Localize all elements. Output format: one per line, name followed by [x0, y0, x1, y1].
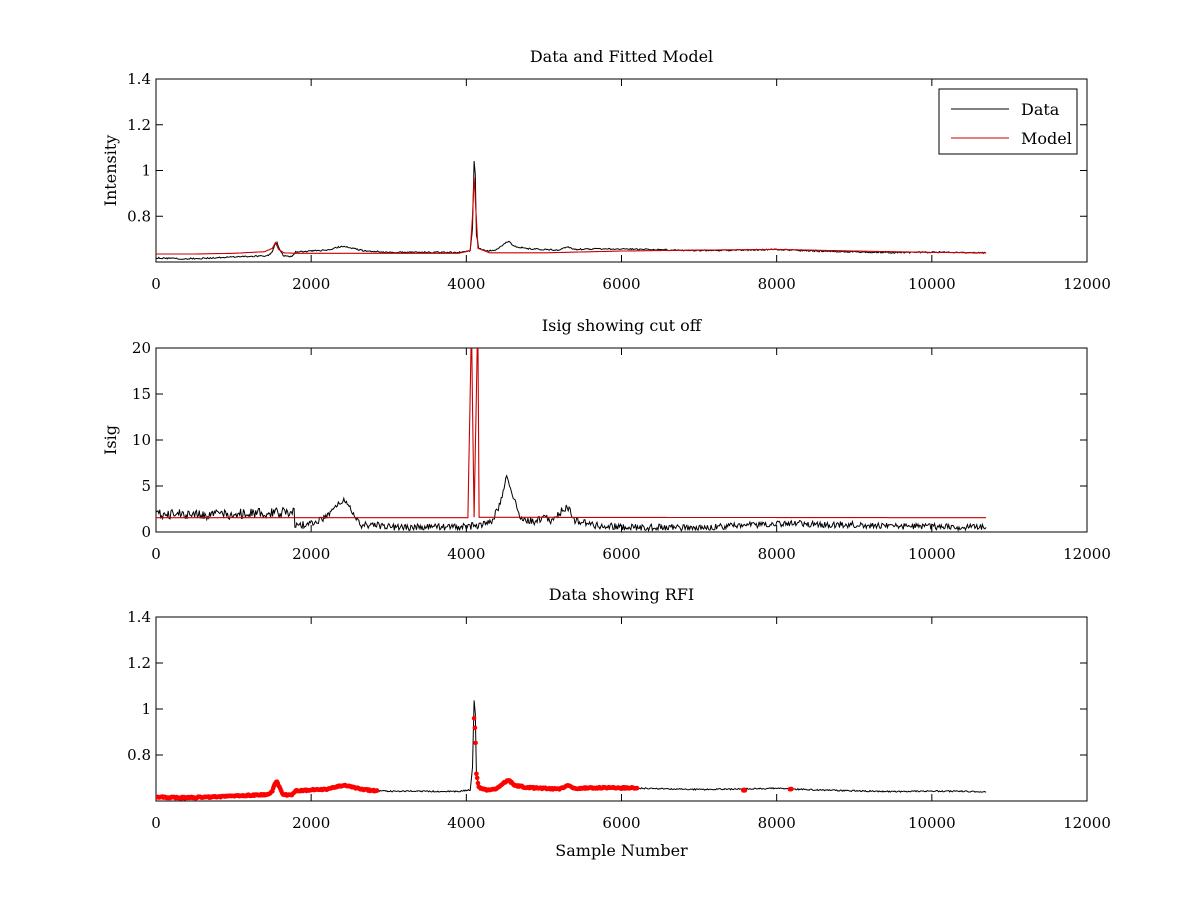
rfi-marker [742, 788, 748, 793]
y-tick-label: 1.2 [127, 654, 151, 672]
x-tick-label: 2000 [292, 545, 330, 563]
x-tick-label: 4000 [447, 545, 485, 563]
rfi-marker [475, 780, 481, 786]
rfi-marker [374, 788, 380, 793]
subplot-title: Isig showing cut off [542, 316, 703, 335]
rfi-marker [789, 786, 794, 792]
x-tick-label: 6000 [602, 545, 640, 563]
x-tick-label: 10000 [908, 545, 956, 563]
rfi-marker [473, 740, 478, 746]
x-tick-label: 8000 [758, 545, 796, 563]
y-tick-label: 1 [141, 700, 151, 718]
x-tick-label: 0 [151, 545, 161, 563]
y-tick-label: 15 [132, 385, 151, 403]
x-tick-label: 8000 [758, 814, 796, 832]
y-tick-label: 0.8 [127, 207, 151, 225]
x-tick-label: 6000 [602, 814, 640, 832]
x-tick-label: 12000 [1063, 814, 1111, 832]
x-tick-label: 12000 [1063, 545, 1111, 563]
x-tick-label: 4000 [447, 814, 485, 832]
x-axis-label: Sample Number [555, 841, 688, 860]
series-line-model [156, 177, 987, 255]
series-line-data [156, 160, 987, 260]
x-tick-label: 10000 [908, 275, 956, 293]
y-tick-label: 1.2 [127, 116, 151, 134]
subplot-3: Data showing RFI 0 2000 4000 6000 8000 10000 12… [127, 585, 1111, 860]
y-tick-label: 5 [141, 477, 151, 495]
series-line-isig [156, 474, 987, 532]
x-tick-label: 8000 [758, 275, 796, 293]
x-tick-label: 2000 [292, 275, 330, 293]
plot-area [156, 700, 987, 801]
rfi-marker [634, 785, 640, 791]
y-tick-label: 1.4 [127, 70, 151, 88]
x-tick-label: 0 [151, 275, 161, 293]
rfi-marker [471, 716, 477, 721]
legend-label: Data [1021, 100, 1060, 119]
x-tick-label: 0 [151, 814, 161, 832]
y-tick-label: 20 [132, 339, 151, 357]
y-tick-label: 1.4 [127, 608, 151, 626]
y-tick-label: 0.8 [127, 746, 151, 764]
x-tick-label: 2000 [292, 814, 330, 832]
axes-box [155, 616, 1088, 802]
rfi-marker [472, 725, 478, 731]
y-tick-label: 1 [141, 162, 151, 180]
y-axis-label: Isig [101, 425, 120, 455]
y-tick-label: 10 [132, 431, 151, 449]
y-tick-label: 0 [141, 523, 151, 541]
legend-label: Model [1021, 129, 1072, 148]
rfi-marker [474, 771, 479, 777]
subplot-title: Data showing RFI [549, 585, 694, 604]
rfi-marker [474, 775, 480, 781]
plot-area [156, 348, 987, 532]
subplot-title: Data and Fitted Model [530, 47, 713, 66]
y-axis-label: Intensity [101, 135, 120, 207]
x-tick-label: 6000 [602, 275, 640, 293]
legend-box [938, 88, 1078, 155]
legend: Data Model [938, 88, 1078, 155]
plot-area [156, 160, 987, 260]
series-line-data [156, 700, 987, 799]
series-line-cut-off [156, 348, 987, 519]
x-tick-label: 10000 [908, 814, 956, 832]
axes-box [155, 347, 1088, 533]
x-tick-label: 4000 [447, 275, 485, 293]
x-tick-label: 12000 [1063, 275, 1111, 293]
